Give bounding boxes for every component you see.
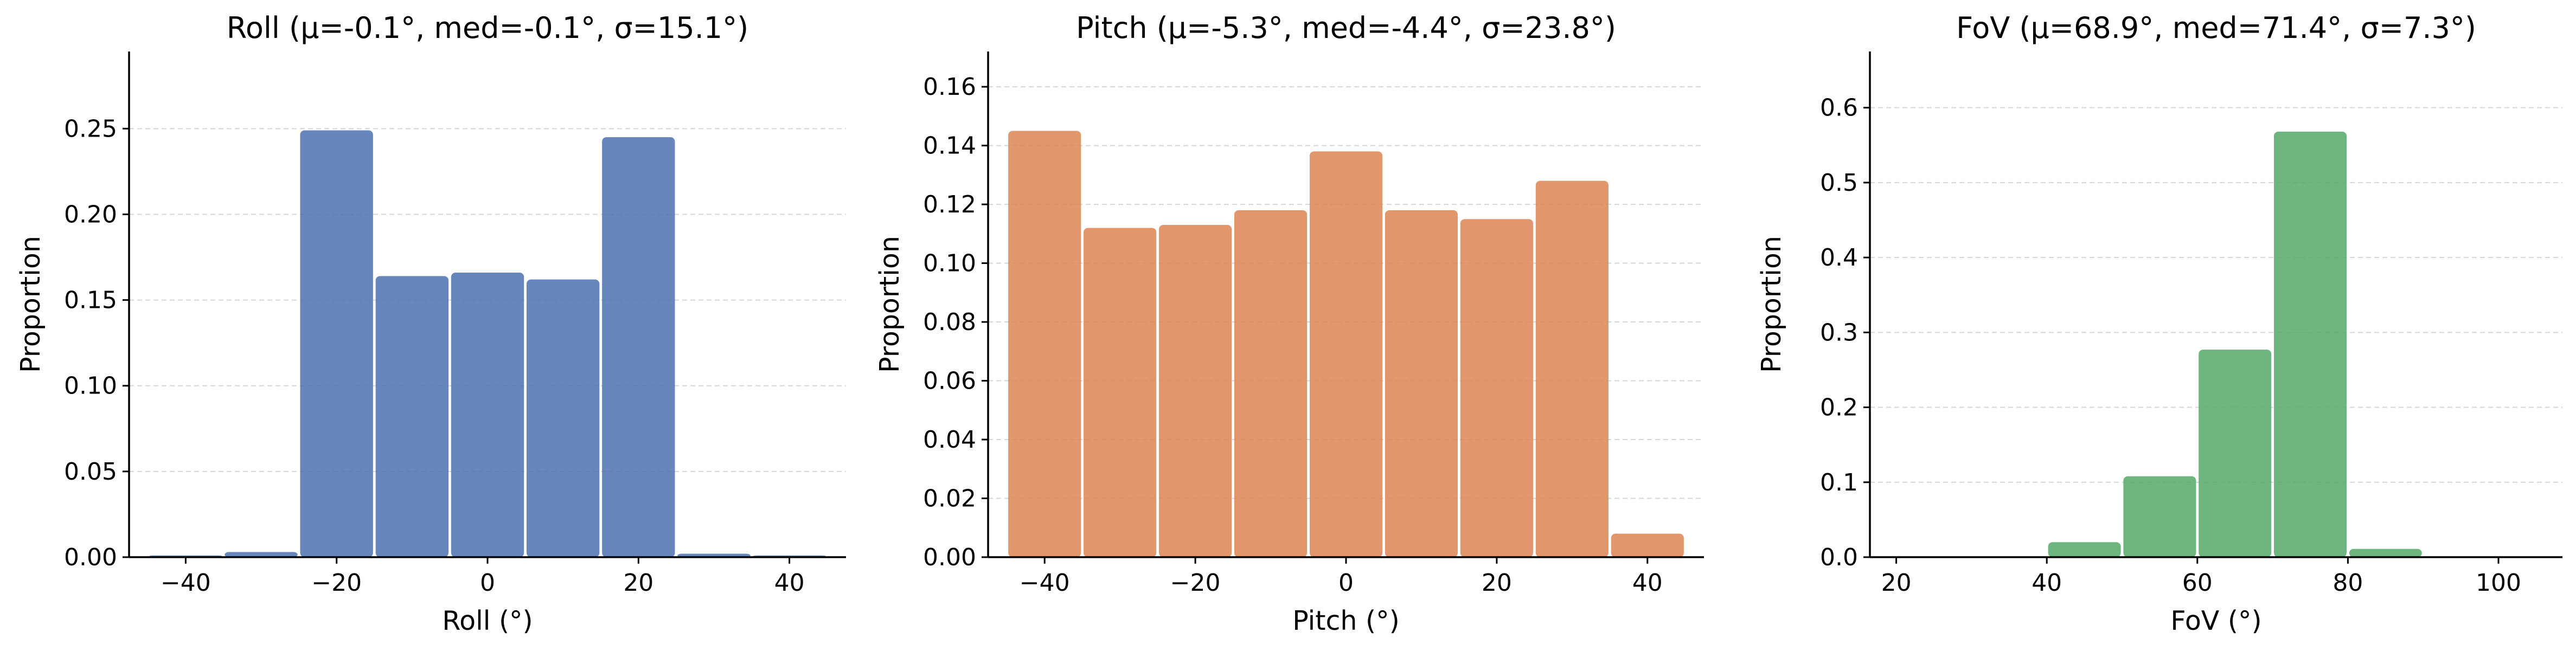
x-tick-label: 20: [1482, 569, 1512, 597]
y-tick-label: 0.10: [923, 250, 976, 277]
roll-chart-title: Roll (μ=-0.1°, med=-0.1°, σ=15.1°): [227, 11, 748, 45]
pitch-bar: [1309, 151, 1383, 557]
roll-bar: [451, 272, 524, 557]
x-tick-label: −20: [311, 569, 362, 597]
y-tick-label: 0.5: [1820, 169, 1858, 197]
y-tick-label: 0.0: [1820, 544, 1858, 571]
pitch-histogram-panel: −40 −20 0 20 40 0.00 0.02 0.04 0.06 0.08 0.10 0.12 0…: [874, 11, 1704, 636]
roll-bar: [602, 137, 675, 557]
roll-bar: [526, 279, 600, 557]
roll-bar: [225, 552, 298, 557]
y-tick-label: 0.2: [1820, 394, 1858, 422]
pitch-bar: [1084, 228, 1157, 558]
pitch-bar: [1460, 219, 1533, 557]
pitch-bar: [1535, 180, 1609, 557]
roll-bar: [375, 276, 449, 557]
x-tick-label: −40: [1020, 569, 1070, 597]
x-tick-label: 100: [2476, 569, 2521, 597]
y-tick-label: 0.3: [1820, 319, 1858, 346]
x-tick-label: 40: [1632, 569, 1663, 597]
fov-bar: [2048, 542, 2121, 557]
pitch-chart-title: Pitch (μ=-5.3°, med=-4.4°, σ=23.8°): [1076, 11, 1616, 45]
y-tick-label: 0.14: [923, 132, 976, 160]
y-tick-label: 0.6: [1820, 94, 1858, 122]
x-tick-label: 20: [1881, 569, 1912, 597]
pitch-bar: [1234, 210, 1308, 558]
x-tick-label: −40: [161, 569, 211, 597]
pitch-bar: [1385, 210, 1458, 558]
fov-x-axis-label: FoV (°): [2170, 605, 2261, 636]
y-tick-label: 0.25: [64, 115, 117, 143]
y-tick-label: 0.00: [64, 544, 117, 571]
fov-bar: [2199, 350, 2272, 557]
x-tick-label: 40: [774, 569, 805, 597]
x-tick-label: 80: [2333, 569, 2363, 597]
roll-x-axis-label: Roll (°): [442, 605, 533, 636]
fov-y-axis-label: Proportion: [1756, 236, 1787, 373]
roll-bar: [300, 130, 373, 557]
y-tick-label: 0.02: [923, 485, 976, 513]
x-tick-label: 20: [623, 569, 653, 597]
y-tick-label: 0.08: [923, 308, 976, 336]
fov-bar: [2123, 476, 2196, 557]
fov-histogram-panel: 20 40 60 80 100 0.0 0.1 0.2 0.3 0.4 0.5 0.6 FoV (μ=6…: [1756, 11, 2562, 636]
y-tick-label: 0.10: [64, 372, 117, 400]
fov-bar: [2274, 131, 2347, 558]
y-tick-label: 0.06: [923, 367, 976, 395]
pitch-y-axis-label: Proportion: [874, 236, 905, 373]
pitch-bar: [1611, 533, 1684, 557]
y-tick-label: 0.04: [923, 426, 976, 454]
roll-y-axis-label: Proportion: [15, 236, 46, 373]
pitch-bar: [1159, 225, 1232, 557]
x-tick-label: −20: [1170, 569, 1221, 597]
pitch-bar: [1008, 131, 1081, 558]
y-tick-label: 0.4: [1820, 244, 1858, 272]
y-tick-label: 0.15: [64, 287, 117, 314]
y-tick-label: 0.12: [923, 191, 976, 218]
roll-histogram-panel: −40 −20 0 20 40 0.00 0.05 0.10 0.15 0.20 0.25 Roll …: [15, 11, 846, 636]
pitch-x-axis-label: Pitch (°): [1292, 605, 1400, 636]
x-tick-label: 0: [480, 569, 495, 597]
x-tick-label: 60: [2182, 569, 2213, 597]
fov-bar: [2349, 548, 2422, 557]
y-tick-label: 0.1: [1820, 469, 1858, 496]
y-tick-label: 0.16: [923, 73, 976, 101]
fov-chart-title: FoV (μ=68.9°, med=71.4°, σ=7.3°): [1956, 11, 2476, 45]
x-tick-label: 0: [1338, 569, 1354, 597]
y-tick-label: 0.05: [64, 458, 117, 486]
x-tick-label: 40: [2032, 569, 2062, 597]
y-tick-label: 0.00: [923, 544, 976, 571]
y-tick-label: 0.20: [64, 201, 117, 228]
